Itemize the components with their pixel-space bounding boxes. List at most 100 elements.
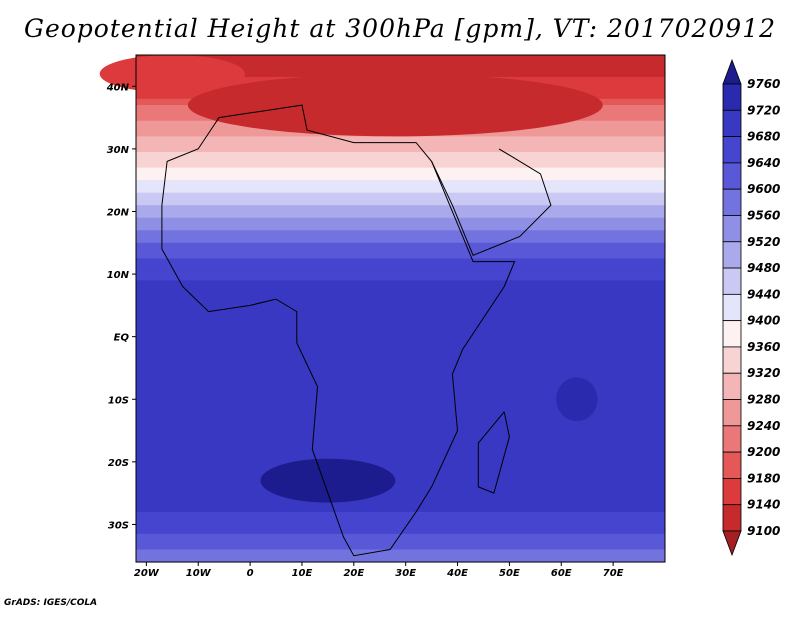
height-band <box>136 411 665 416</box>
grads-credit: GrADS: IGES/COLA <box>4 598 98 608</box>
height-band <box>136 136 665 141</box>
feature-mediterranean-trough <box>187 73 603 137</box>
height-band <box>136 186 665 191</box>
height-band <box>136 277 665 281</box>
colorbar-box <box>722 372 742 400</box>
height-band <box>136 292 665 297</box>
height-band <box>136 308 665 313</box>
height-band <box>136 208 665 213</box>
colorbar-label: 9180 <box>747 471 780 485</box>
colorbar-box <box>722 83 742 111</box>
height-band <box>136 427 665 432</box>
height-band <box>136 152 665 156</box>
height-band <box>136 530 665 535</box>
colorbar-label: 9200 <box>747 445 780 459</box>
height-band <box>136 549 665 554</box>
colorbar-label: 9140 <box>747 498 780 512</box>
height-band <box>136 355 665 360</box>
y-tick-label: EQ <box>114 333 130 344</box>
height-band <box>136 299 665 303</box>
colorbar-min-arrow <box>722 530 742 557</box>
height-band <box>136 64 665 69</box>
colorbar-box <box>722 241 742 269</box>
colorbar-box <box>722 451 742 479</box>
height-band <box>136 536 665 541</box>
height-band <box>136 521 665 526</box>
colorbar-box <box>722 215 742 243</box>
height-band <box>136 352 665 357</box>
height-band <box>136 371 665 375</box>
colorbar-label: 9360 <box>747 340 780 354</box>
height-band <box>136 239 665 244</box>
height-band <box>136 261 665 266</box>
height-band <box>136 274 665 278</box>
height-band <box>136 55 665 59</box>
height-band <box>136 227 665 231</box>
height-band <box>136 155 665 159</box>
colorbar-label: 9100 <box>747 524 780 538</box>
colorbar-label: 9680 <box>747 130 780 144</box>
height-band <box>136 283 665 288</box>
height-band <box>136 374 665 378</box>
height-band <box>136 449 665 454</box>
height-band <box>136 302 665 306</box>
height-band <box>136 477 665 482</box>
height-band <box>136 515 665 519</box>
height-band <box>136 230 665 234</box>
colorbar-box <box>722 504 742 532</box>
height-band <box>136 161 665 166</box>
height-band <box>136 493 665 497</box>
y-tick-label: 20N <box>107 207 130 218</box>
height-band <box>136 264 665 269</box>
height-band <box>136 452 665 457</box>
colorbar-box <box>722 399 742 427</box>
height-band <box>136 245 665 250</box>
height-band <box>136 183 665 188</box>
height-band <box>136 505 665 510</box>
height-band <box>136 267 665 272</box>
height-band <box>136 455 665 460</box>
height-band <box>136 142 665 147</box>
chart-title: Geopotential Height at 300hPa [gpm], VT:… <box>23 14 777 43</box>
height-band <box>136 170 665 175</box>
height-band <box>136 364 665 369</box>
colorbar-label: 9480 <box>747 261 780 275</box>
height-band <box>136 483 665 488</box>
x-tick-label: 50E <box>499 568 520 579</box>
x-tick-label: 10E <box>292 568 313 579</box>
height-band <box>136 336 665 341</box>
madagascar-coastline <box>477 411 510 494</box>
height-band <box>136 205 665 209</box>
colorbar-label: 9520 <box>747 235 780 249</box>
colorbar-box <box>722 346 742 374</box>
colorbar-box <box>722 425 742 453</box>
height-band <box>136 464 665 469</box>
height-band <box>136 214 665 219</box>
height-band <box>136 173 665 178</box>
height-band <box>136 346 665 350</box>
height-band <box>136 327 665 332</box>
height-band <box>136 408 665 413</box>
height-band <box>136 471 665 475</box>
height-band <box>136 367 665 372</box>
colorbar-label: 9560 <box>747 208 780 222</box>
colorbar-label: 9320 <box>747 366 780 380</box>
height-band <box>136 458 665 463</box>
feature-indian-ocean-high <box>556 377 598 422</box>
height-band <box>136 555 665 560</box>
y-tick-label: 10N <box>107 270 130 281</box>
height-band <box>136 139 665 144</box>
height-band <box>136 380 665 385</box>
arabia-coastline <box>431 148 552 256</box>
height-band <box>136 480 665 485</box>
x-tick-label: 20E <box>343 568 364 579</box>
height-band <box>136 468 665 472</box>
height-band <box>136 330 665 335</box>
height-band <box>136 502 665 507</box>
height-band <box>136 342 665 347</box>
height-band <box>136 314 665 319</box>
plot-frame <box>135 54 666 563</box>
height-band <box>136 421 665 425</box>
height-band <box>136 220 665 225</box>
